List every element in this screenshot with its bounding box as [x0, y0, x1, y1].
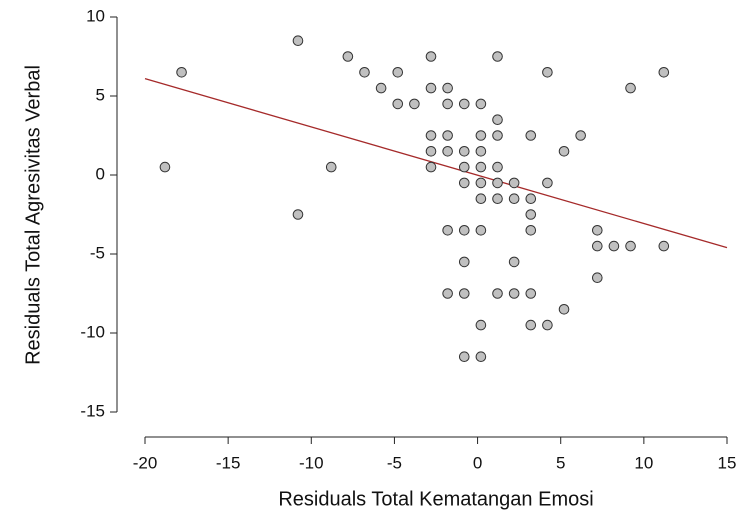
point — [458, 161, 470, 173]
x-tick-label: 5 — [556, 453, 565, 472]
point — [425, 130, 437, 141]
point — [176, 67, 187, 78]
y-tick-label: 0 — [96, 164, 105, 183]
point — [542, 67, 553, 78]
y-tick-label: -15 — [80, 401, 105, 420]
point — [458, 146, 470, 157]
point — [492, 177, 503, 189]
point — [475, 225, 487, 236]
point — [608, 240, 620, 252]
point — [525, 130, 537, 141]
y-tick-label: -10 — [80, 322, 105, 341]
point — [542, 319, 553, 331]
point — [292, 35, 304, 47]
point — [475, 193, 487, 204]
point — [475, 351, 487, 363]
point — [458, 177, 470, 189]
point — [492, 130, 503, 141]
point — [375, 82, 387, 94]
point — [591, 272, 603, 284]
point — [425, 146, 437, 157]
point — [525, 288, 537, 299]
point — [342, 51, 354, 62]
point — [591, 225, 603, 236]
x-tick-label: 0 — [473, 453, 482, 472]
point — [325, 161, 337, 173]
point — [425, 51, 437, 62]
point — [525, 319, 537, 331]
y-tick-label: -5 — [90, 243, 105, 262]
regression-line — [144, 77, 728, 249]
point — [475, 161, 487, 173]
point — [409, 98, 420, 110]
point — [425, 82, 437, 94]
point — [292, 209, 304, 220]
point — [442, 146, 453, 157]
point — [442, 130, 453, 141]
point — [508, 288, 520, 299]
point — [625, 82, 636, 94]
point — [658, 67, 670, 78]
point — [492, 288, 503, 299]
point — [508, 256, 520, 268]
y-axis-label: Residuals Total Agresivitas Verbal — [22, 65, 44, 365]
point — [442, 82, 453, 94]
point — [508, 177, 520, 189]
point — [475, 146, 487, 157]
point — [591, 240, 603, 252]
point — [492, 114, 503, 125]
point — [625, 240, 636, 252]
y-tick-label: 5 — [96, 85, 105, 104]
point — [542, 177, 553, 189]
point — [558, 304, 570, 315]
point — [458, 98, 470, 110]
point — [558, 146, 570, 157]
point — [392, 98, 404, 110]
x-tick-label: 15 — [718, 453, 737, 472]
point — [475, 98, 487, 110]
point — [159, 161, 171, 173]
point — [425, 161, 437, 173]
point — [475, 319, 487, 331]
point — [525, 209, 537, 220]
point — [458, 256, 470, 268]
point — [442, 288, 453, 299]
point — [392, 67, 404, 78]
point — [525, 193, 537, 204]
y-tick-label: 10 — [86, 6, 105, 25]
point — [458, 225, 470, 236]
point — [492, 161, 503, 173]
x-tick-label: -5 — [387, 453, 402, 472]
point — [492, 51, 503, 62]
point — [442, 98, 453, 110]
point — [508, 193, 520, 204]
x-tick-label: -15 — [216, 453, 241, 472]
x-axis-label: Residuals Total Kematangan Emosi — [278, 488, 593, 510]
point — [458, 351, 470, 363]
point — [492, 193, 503, 204]
point — [525, 225, 537, 236]
point — [575, 130, 586, 141]
point — [475, 130, 487, 141]
point — [458, 288, 470, 299]
point — [658, 240, 670, 252]
point — [442, 225, 453, 236]
x-tick-label: 10 — [634, 453, 653, 472]
x-tick-label: -20 — [133, 453, 158, 472]
point — [475, 177, 487, 189]
x-tick-label: -10 — [299, 453, 324, 472]
point — [359, 67, 370, 78]
